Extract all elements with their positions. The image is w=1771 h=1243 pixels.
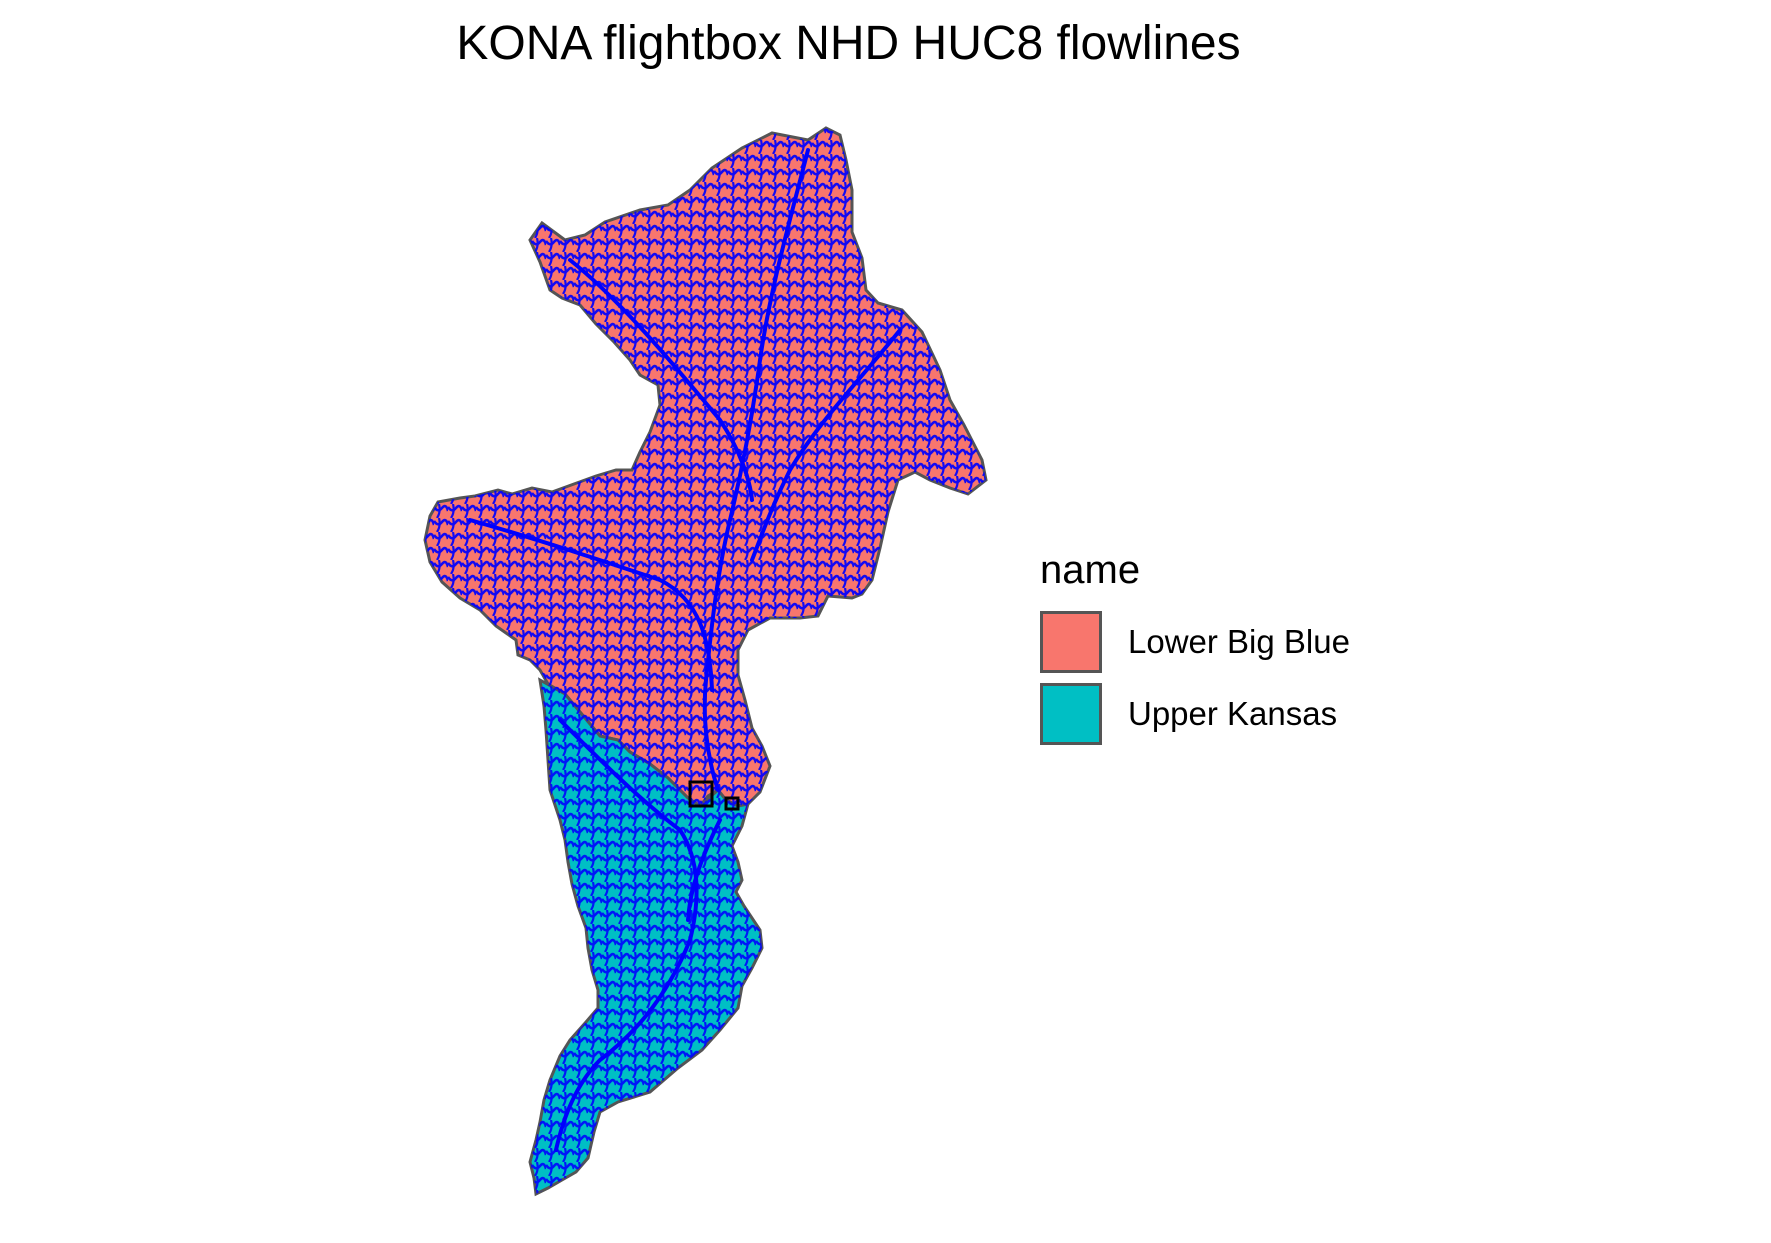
legend-key-upper-kansas [1040, 683, 1102, 745]
map-title: KONA flightbox NHD HUC8 flowlines [456, 17, 1241, 70]
flowlines-lower-big-blue [425, 128, 986, 806]
legend-label: Lower Big Blue [1128, 623, 1350, 660]
legend: name Lower Big Blue Upper Kansas [1040, 550, 1350, 750]
flowlines-upper-kansas [530, 680, 762, 1194]
legend-item-upper-kansas: Upper Kansas [1040, 678, 1350, 750]
legend-item-lower-big-blue: Lower Big Blue [1040, 606, 1350, 678]
flightbox-small [724, 796, 740, 811]
legend-key-lower-big-blue [1040, 611, 1102, 673]
legend-title: name [1040, 548, 1141, 592]
flightbox-large [688, 780, 714, 808]
legend-label: Upper Kansas [1128, 695, 1338, 732]
main-stem-flowlines [468, 148, 902, 1152]
